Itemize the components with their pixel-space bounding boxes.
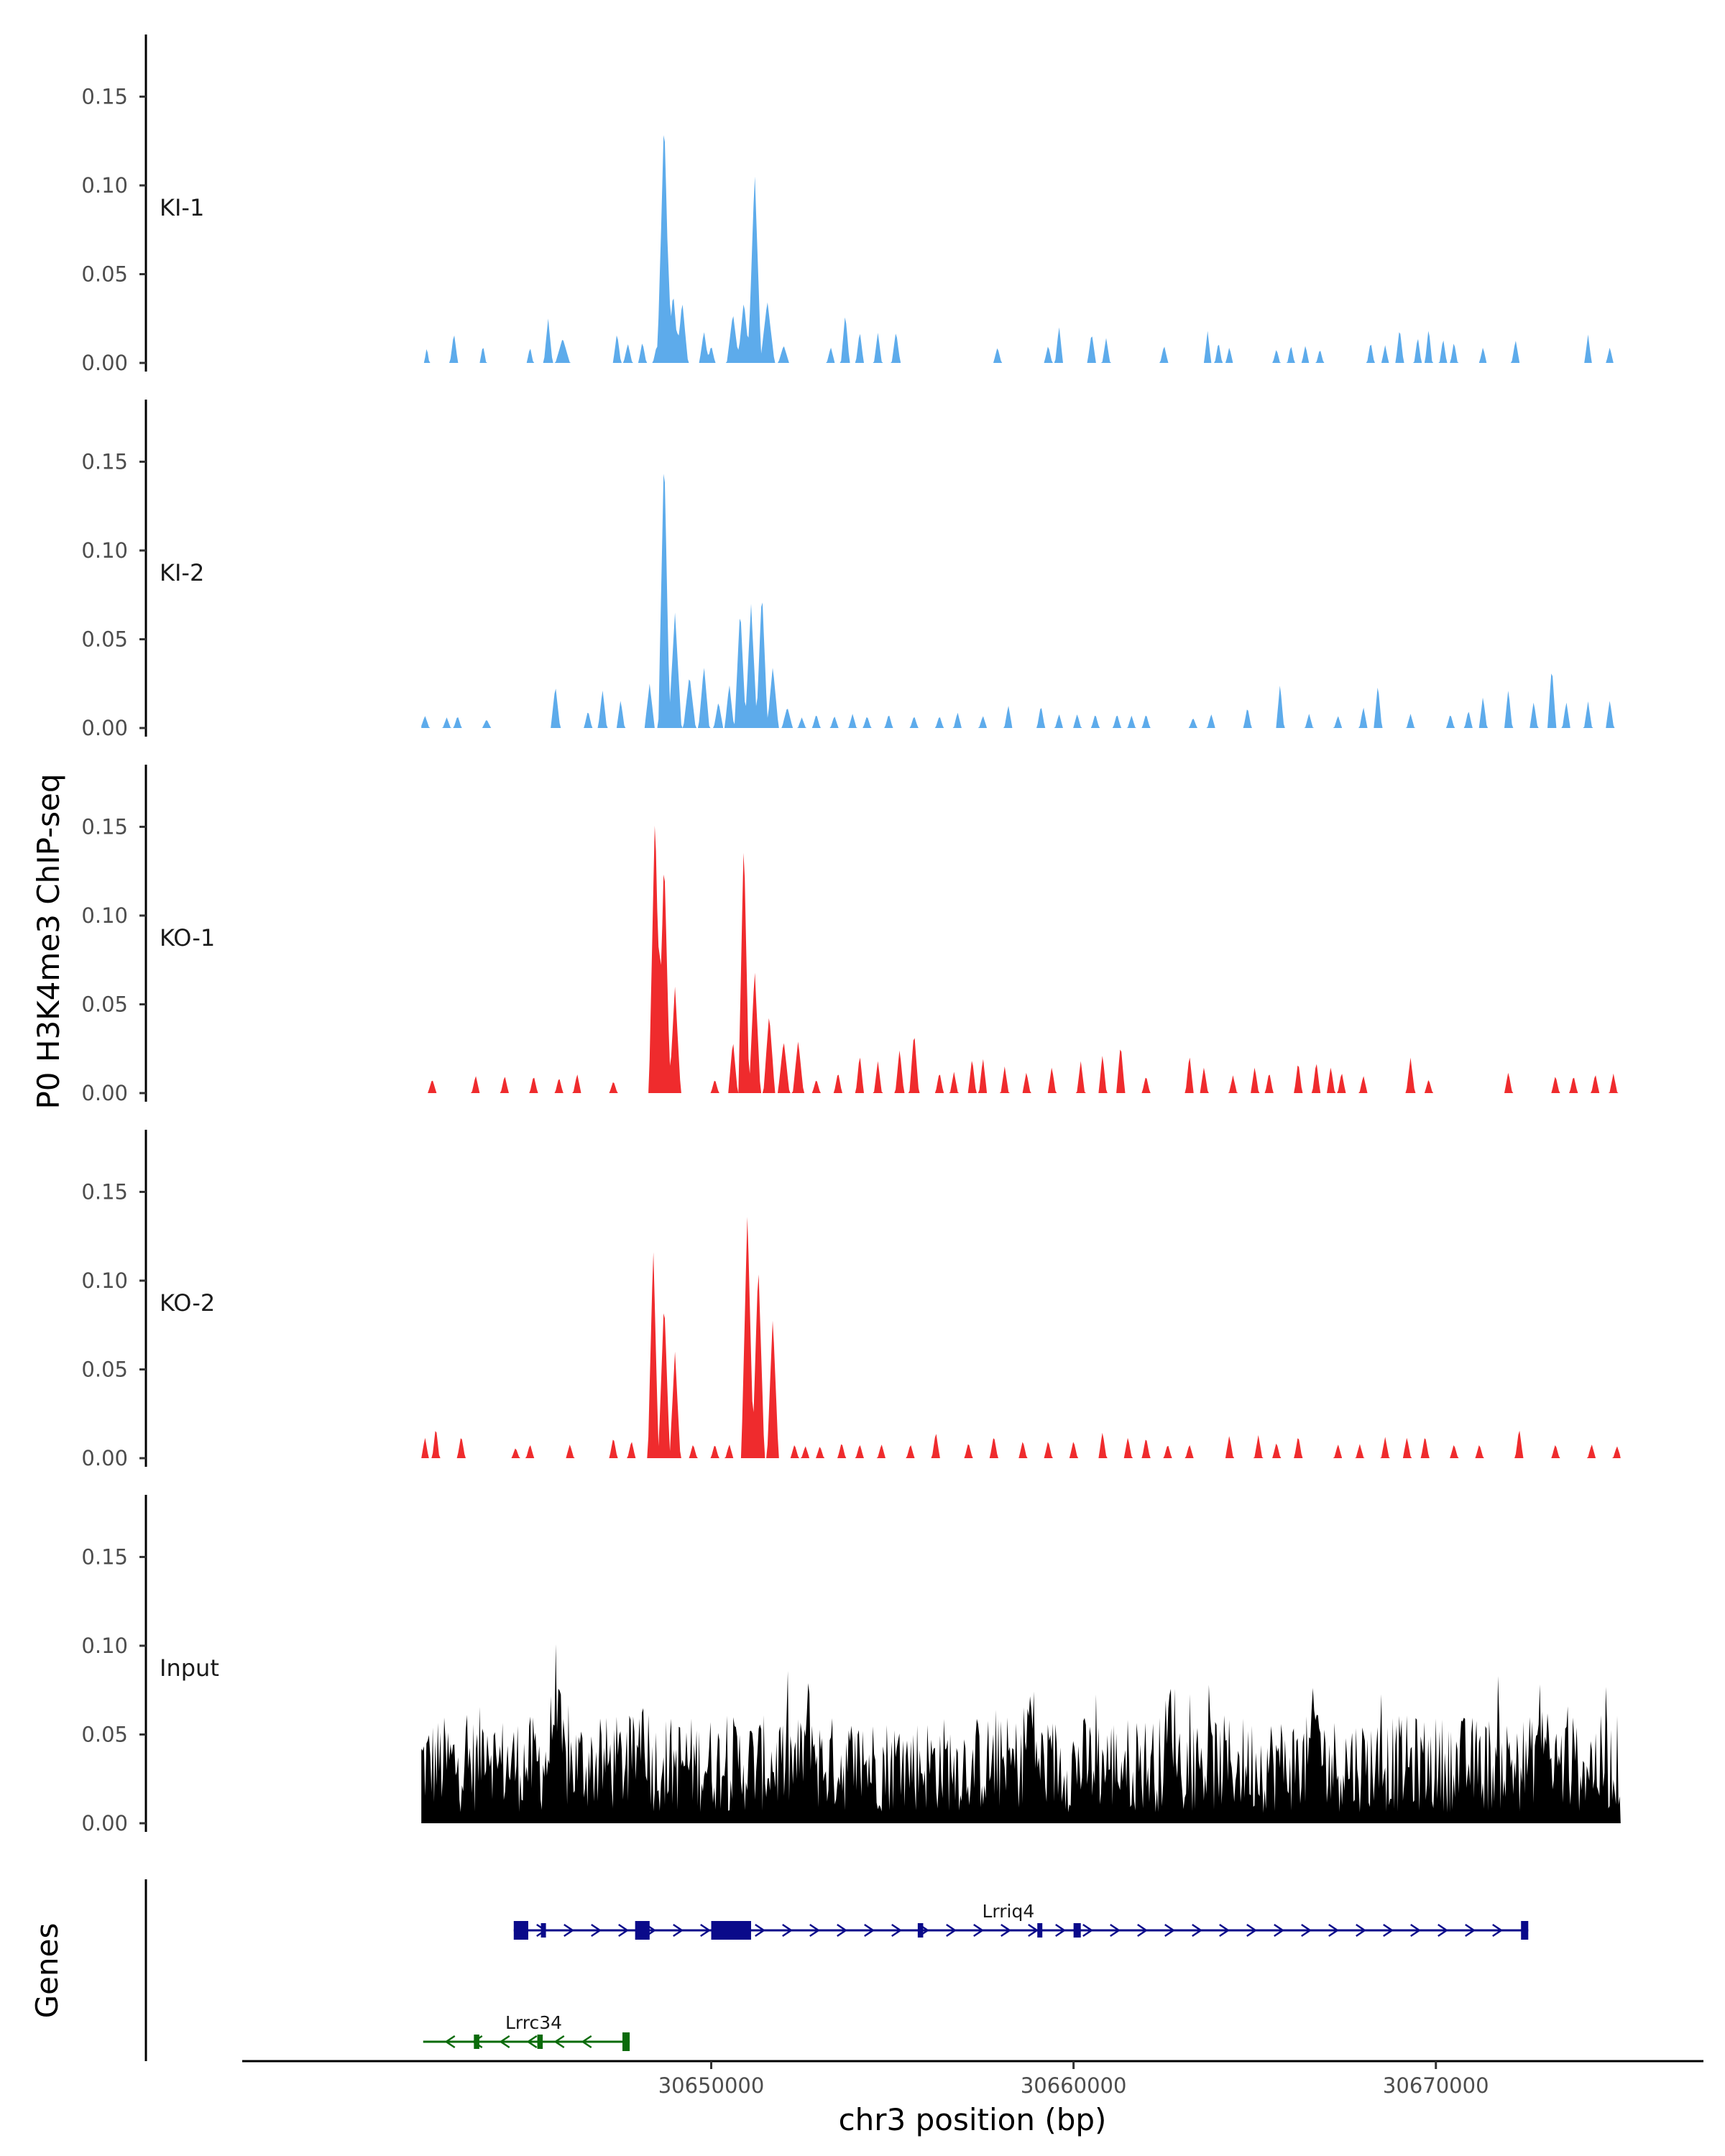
strand-chevron (1383, 1923, 1394, 1938)
strand-chevron (946, 1923, 957, 1938)
strand-chevron (581, 2035, 592, 2049)
track-label: KI-2 (160, 559, 204, 586)
strand-chevron (1028, 1923, 1039, 1938)
strand-chevron (1246, 1923, 1258, 1938)
strand-chevron (618, 1923, 630, 1938)
x-tick-label: 30670000 (1383, 2073, 1489, 2098)
strand-chevron (553, 2035, 565, 2049)
gene-exon (711, 1921, 751, 1940)
signal-area-ko-2 (421, 1217, 1621, 1458)
strand-chevron (564, 1923, 575, 1938)
strand-chevron (755, 1923, 766, 1938)
strand-chevron (444, 2035, 456, 2049)
y-tick-label: 0.15 (81, 84, 128, 109)
strand-chevron (1219, 1923, 1230, 1938)
strand-chevron (782, 1923, 794, 1938)
track-label: KO-1 (160, 924, 215, 952)
strand-chevron (1164, 1923, 1176, 1938)
strand-chevron (526, 2035, 538, 2049)
y-tick-label: 0.10 (81, 538, 128, 563)
y-tick-label: 0.05 (81, 1722, 128, 1746)
track-label: KI-1 (160, 194, 204, 221)
y-tick-label: 0.05 (81, 992, 128, 1016)
strand-chevron (1274, 1923, 1285, 1938)
strand-chevron (1055, 1923, 1067, 1938)
track-label: KO-2 (160, 1289, 215, 1317)
y-tick-label: 0.05 (81, 1357, 128, 1381)
strand-chevron (864, 1923, 875, 1938)
strand-chevron (1000, 1923, 1012, 1938)
track-label: Input (160, 1654, 219, 1682)
y-tick-label: 0.15 (81, 449, 128, 474)
y-tick-label: 0.05 (81, 627, 128, 651)
y-tick-label: 0.00 (81, 351, 128, 375)
y-axis-title: P0 H3K4me3 ChIP-seq (31, 773, 66, 1109)
strand-chevron (1137, 1923, 1149, 1938)
genes-axis-title: Genes (29, 1923, 65, 2019)
y-tick-label: 0.00 (81, 716, 128, 740)
strand-chevron (1492, 1923, 1504, 1938)
gene-exon (635, 1921, 650, 1940)
strand-chevron (809, 1923, 821, 1938)
strand-chevron (1410, 1923, 1422, 1938)
strand-chevron (700, 1923, 712, 1938)
y-tick-label: 0.00 (81, 1811, 128, 1835)
gene-exon (917, 1923, 924, 1938)
signal-area-ki-2 (421, 474, 1621, 728)
x-tick-label: 30650000 (658, 2073, 765, 2098)
y-tick-label: 0.00 (81, 1081, 128, 1105)
strand-chevron (673, 1923, 684, 1938)
gene-exon (474, 2035, 479, 2049)
strand-chevron (1328, 1923, 1340, 1938)
strand-chevron (1110, 1923, 1121, 1938)
strand-chevron (891, 1923, 903, 1938)
y-tick-label: 0.10 (81, 173, 128, 198)
gene-exon (537, 2035, 543, 2049)
x-axis-title: chr3 position (bp) (839, 2102, 1107, 2137)
gene-exon (513, 1921, 528, 1940)
strand-chevron (591, 1923, 602, 1938)
x-tick-label: 30660000 (1021, 2073, 1127, 2098)
y-tick-label: 0.05 (81, 262, 128, 286)
gene-name-label: Lrrc34 (505, 2012, 562, 2033)
y-tick-label: 0.00 (81, 1446, 128, 1470)
y-tick-label: 0.10 (81, 1268, 128, 1293)
strand-chevron (837, 1923, 848, 1938)
strand-chevron (1192, 1923, 1203, 1938)
strand-chevron (1301, 1923, 1312, 1938)
strand-chevron (1438, 1923, 1449, 1938)
y-tick-label: 0.10 (81, 903, 128, 928)
strand-chevron (1356, 1923, 1367, 1938)
signal-area-ki-1 (421, 135, 1621, 363)
gene-exon (1521, 1921, 1529, 1940)
y-tick-label: 0.15 (81, 814, 128, 839)
strand-chevron (973, 1923, 985, 1938)
gene-exon (622, 2032, 630, 2051)
gene-name-label: Lrriq4 (982, 1901, 1034, 1922)
gene-exon (540, 1923, 546, 1938)
y-tick-label: 0.10 (81, 1634, 128, 1658)
gene-exon (1073, 1923, 1081, 1938)
strand-chevron (499, 2035, 510, 2049)
y-tick-label: 0.15 (81, 1544, 128, 1569)
signal-area-ko-1 (421, 826, 1621, 1093)
y-tick-label: 0.15 (81, 1179, 128, 1204)
strand-chevron (1465, 1923, 1476, 1938)
strand-chevron (1082, 1923, 1094, 1938)
gene-exon (1037, 1923, 1043, 1938)
signal-area-input (421, 1644, 1621, 1823)
